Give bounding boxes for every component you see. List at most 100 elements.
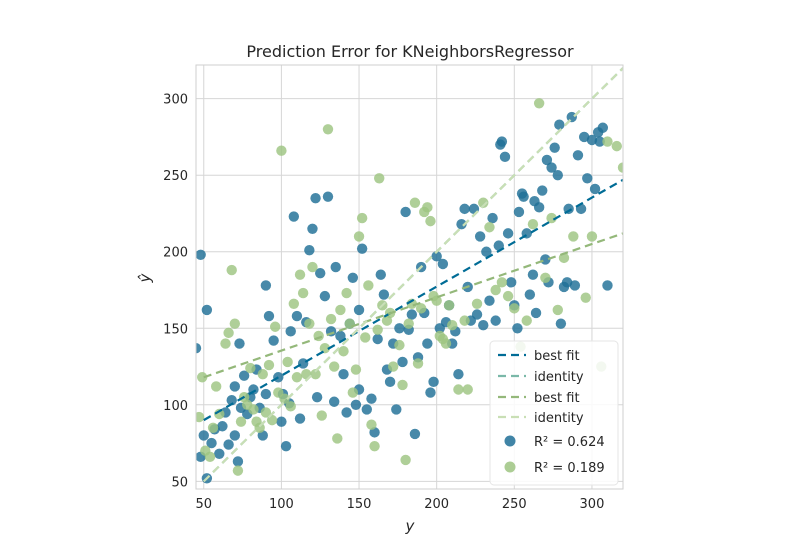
- train-point: [196, 342, 202, 354]
- legend-label: best fit: [534, 349, 580, 364]
- train-point: [602, 280, 613, 291]
- fit-lines: [202, 67, 623, 483]
- train-point: [350, 399, 362, 411]
- train-point: [206, 437, 217, 449]
- train-point: [328, 396, 340, 407]
- train-point: [552, 170, 563, 181]
- test-point: [397, 379, 408, 391]
- test-point: [226, 264, 237, 276]
- train-point: [428, 376, 439, 388]
- train-point: [353, 304, 365, 316]
- train-point: [322, 191, 334, 202]
- legend-label: R² = 0.624: [534, 435, 605, 450]
- test-point: [294, 269, 306, 280]
- test-point: [462, 384, 473, 395]
- train-point: [431, 251, 442, 262]
- train-point: [361, 404, 372, 415]
- test-point: [496, 277, 508, 288]
- test-point: [415, 303, 427, 314]
- test-point: [356, 212, 368, 224]
- train-point: [555, 318, 567, 329]
- train-point: [524, 289, 536, 300]
- train-point: [589, 183, 601, 195]
- test-point: [459, 315, 470, 326]
- train-point: [422, 338, 433, 349]
- test-point: [509, 303, 520, 314]
- train-point: [487, 212, 498, 224]
- train-point: [201, 304, 213, 316]
- train-point: [537, 185, 548, 196]
- y-tick-label: 300: [163, 93, 188, 108]
- test-point: [232, 465, 244, 476]
- test-point: [282, 356, 293, 368]
- train-point: [384, 376, 396, 388]
- test-point: [223, 327, 234, 339]
- test-point: [285, 401, 296, 412]
- y-tick-label: 50: [171, 475, 188, 490]
- legend-label: R² = 0.189: [534, 461, 605, 476]
- test-point: [540, 272, 551, 283]
- test-best-fit-line: [203, 232, 623, 379]
- train-point: [471, 309, 483, 320]
- x-tick-label: 200: [424, 497, 449, 512]
- test-point: [400, 454, 411, 466]
- x-tick-label: 250: [502, 497, 527, 512]
- test-point: [502, 290, 514, 302]
- train-point: [356, 243, 368, 254]
- train-point: [478, 320, 489, 331]
- test-point: [196, 411, 205, 423]
- train-point: [319, 290, 331, 302]
- test-point: [431, 295, 442, 306]
- train-point: [400, 206, 411, 218]
- test-point: [248, 404, 259, 415]
- tick-labels: 50 100 150 200 250 300 50 100 150 200 250 300: [163, 93, 604, 512]
- test-point: [374, 173, 385, 184]
- train-point: [276, 416, 287, 427]
- train-point: [512, 323, 523, 334]
- test-point: [394, 339, 405, 351]
- test-point: [611, 140, 622, 152]
- train-point: [546, 162, 557, 173]
- test-point: [409, 197, 421, 208]
- train-point: [268, 335, 279, 346]
- test-point: [322, 124, 334, 135]
- train-point: [294, 413, 306, 424]
- test-point: [307, 261, 318, 273]
- test-point: [521, 315, 532, 326]
- train-point: [549, 142, 560, 153]
- test-point: [580, 292, 591, 303]
- plot-frame: [195, 64, 624, 490]
- test-point: [387, 361, 399, 372]
- train-point: [409, 428, 421, 440]
- test-point: [478, 197, 489, 208]
- train-point: [229, 381, 241, 392]
- test-point: [552, 304, 563, 316]
- test-point: [360, 332, 371, 343]
- test-point: [235, 416, 247, 427]
- train-point: [338, 368, 349, 380]
- train-point: [391, 404, 402, 415]
- test-point: [422, 202, 433, 213]
- test-point: [304, 318, 315, 329]
- legend-box: [489, 340, 619, 486]
- train-point: [285, 326, 296, 337]
- chart-title: Prediction Error for KNeighborsRegressor: [246, 42, 574, 61]
- train-point: [513, 206, 525, 218]
- test-point: [338, 346, 349, 357]
- x-axis-label: y: [405, 517, 416, 535]
- test-point: [363, 280, 374, 291]
- test-point: [260, 407, 272, 418]
- test-point: [276, 145, 287, 156]
- train-point: [226, 395, 237, 406]
- train-point: [263, 310, 275, 322]
- test-point: [453, 384, 464, 395]
- test-point: [316, 410, 327, 421]
- train-point: [330, 261, 341, 273]
- legend-label: identity: [534, 370, 584, 385]
- test-point: [297, 287, 309, 299]
- test-point: [372, 324, 383, 336]
- test-point: [210, 381, 222, 392]
- legend-label: best fit: [534, 391, 580, 406]
- train-point: [372, 333, 383, 345]
